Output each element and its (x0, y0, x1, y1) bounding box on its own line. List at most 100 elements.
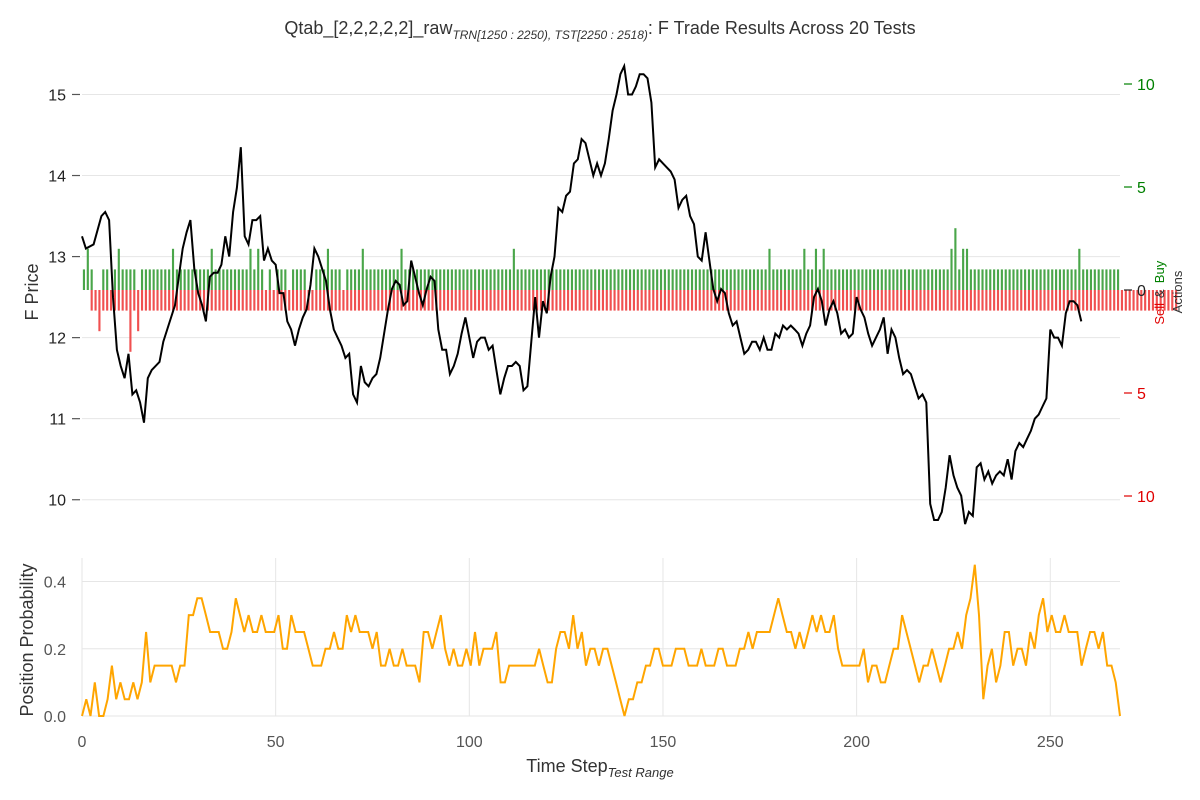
buy-bar (857, 269, 860, 290)
buy-bar (160, 269, 163, 290)
buy-bar (702, 269, 705, 290)
sell-bar (826, 290, 829, 311)
sell-bar (1105, 290, 1108, 311)
buy-bar (714, 269, 717, 290)
sell-bar (950, 290, 953, 311)
buy-bar (954, 228, 957, 290)
sell-bar (140, 290, 144, 311)
buy-bar (214, 269, 217, 290)
sell-bar (582, 290, 585, 311)
sell-bar (536, 290, 539, 311)
buy-bar (996, 269, 1000, 290)
sell-bar (489, 290, 492, 311)
buy-bar (938, 269, 941, 290)
sell-bar (749, 290, 752, 311)
sell-bar (745, 290, 748, 311)
actions-label-sell: Sell (1152, 303, 1167, 325)
buy-bar (1016, 269, 1019, 290)
buy-bar (485, 269, 488, 290)
x-axis-label-main: Time Step (526, 756, 607, 776)
price-y-tick-label: 13 (48, 250, 66, 267)
sell-bar (1082, 290, 1085, 311)
x-tick-label: 200 (843, 734, 870, 751)
buy-bar (206, 269, 209, 290)
sell-bar (470, 290, 473, 311)
buy-bar (601, 269, 605, 290)
sell-bar (137, 290, 140, 332)
sell-bar (501, 290, 504, 311)
sell-bar (822, 290, 825, 311)
buy-bar (586, 269, 589, 290)
sell-bar (737, 290, 740, 311)
buy-bar (168, 269, 171, 290)
buy-bar (191, 269, 194, 290)
sell-bar (334, 290, 337, 311)
buy-bar (760, 269, 763, 290)
chart-title-subscript: TRN[1250 : 2250), TST[2250 : 2518) (452, 28, 647, 42)
buy-bar (1039, 269, 1042, 290)
sell-bar (683, 290, 686, 311)
sell-bar (996, 290, 1000, 311)
probability-line (81, 564, 1121, 717)
buy-bar (129, 269, 132, 290)
sell-bar (253, 290, 256, 311)
buy-bar (315, 269, 318, 290)
buy-bar (501, 269, 504, 290)
sell-bar (257, 290, 260, 311)
sell-bar (962, 290, 965, 311)
buy-bar (842, 269, 845, 290)
buy-bar (257, 248, 260, 290)
chart-title-suffix: : F Trade Results Across 20 Tests (648, 18, 916, 38)
buy-bar (872, 269, 876, 290)
sell-bar (412, 290, 415, 311)
buy-bar (721, 269, 725, 290)
buy-bar (419, 269, 422, 290)
sell-bar (133, 290, 136, 311)
buy-bar (675, 269, 678, 290)
sell-bar (1116, 290, 1120, 311)
buy-bar (733, 269, 736, 290)
buy-bar (148, 269, 151, 290)
buy-bar (648, 269, 651, 290)
sell-bar (528, 290, 531, 311)
sell-bar (803, 290, 806, 311)
sell-bar (353, 290, 357, 311)
buy-bar (412, 269, 415, 290)
sell-bar (900, 290, 903, 311)
buy-bar (133, 269, 136, 290)
buy-bar (373, 269, 376, 290)
buy-bar (199, 269, 202, 290)
sell-bar (795, 290, 798, 311)
sell-bar (927, 290, 930, 311)
sell-bar (756, 290, 759, 311)
buy-bar (687, 269, 690, 290)
buy-bar (140, 269, 144, 290)
sell-bar (350, 290, 353, 311)
buy-bar (171, 248, 175, 290)
x-tick-label: 100 (456, 734, 483, 751)
sell-bar (865, 290, 868, 311)
sell-bar (113, 290, 116, 311)
buy-bar (493, 269, 496, 290)
sell-bar (690, 290, 694, 311)
buy-bar (458, 269, 461, 290)
sell-bar (942, 290, 945, 311)
buy-bar (1066, 269, 1069, 290)
buy-bar (1051, 269, 1054, 290)
sell-bar (524, 290, 527, 311)
sell-bar (1151, 290, 1154, 311)
sell-bar (896, 290, 899, 311)
sell-bar (532, 290, 535, 311)
buy-bar (555, 269, 558, 290)
buy-bar (973, 269, 976, 290)
sell-bar (958, 290, 961, 311)
sell-bar (377, 290, 380, 311)
sell-bar (202, 290, 206, 311)
buy-bar (90, 269, 93, 290)
buy-bar (1012, 269, 1015, 290)
sell-bar (741, 290, 744, 311)
buy-bar (396, 269, 399, 290)
buy-bar (183, 269, 186, 290)
sell-bar (505, 290, 508, 311)
sell-bar (1051, 290, 1054, 311)
